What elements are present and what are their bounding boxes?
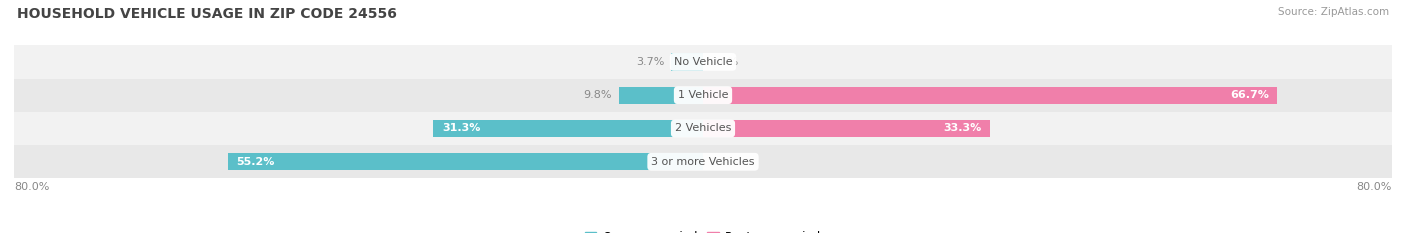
Bar bbox=[433, 120, 703, 137]
Bar bbox=[14, 145, 1392, 178]
Text: 31.3%: 31.3% bbox=[441, 123, 481, 134]
Text: 3.7%: 3.7% bbox=[636, 57, 664, 67]
Text: 0.0%: 0.0% bbox=[710, 157, 738, 167]
Text: 2 Vehicles: 2 Vehicles bbox=[675, 123, 731, 134]
Bar bbox=[228, 153, 703, 170]
Bar bbox=[14, 112, 1392, 145]
Text: No Vehicle: No Vehicle bbox=[673, 57, 733, 67]
Text: 33.3%: 33.3% bbox=[943, 123, 981, 134]
Text: 80.0%: 80.0% bbox=[1357, 182, 1392, 192]
Text: HOUSEHOLD VEHICLE USAGE IN ZIP CODE 24556: HOUSEHOLD VEHICLE USAGE IN ZIP CODE 2455… bbox=[17, 7, 396, 21]
Bar bbox=[619, 86, 703, 104]
Legend: Owner-occupied, Renter-occupied: Owner-occupied, Renter-occupied bbox=[579, 226, 827, 233]
Text: 80.0%: 80.0% bbox=[14, 182, 49, 192]
Text: 1 Vehicle: 1 Vehicle bbox=[678, 90, 728, 100]
Bar bbox=[671, 53, 703, 71]
Text: Source: ZipAtlas.com: Source: ZipAtlas.com bbox=[1278, 7, 1389, 17]
Text: 55.2%: 55.2% bbox=[236, 157, 274, 167]
Bar bbox=[14, 45, 1392, 79]
Text: 3 or more Vehicles: 3 or more Vehicles bbox=[651, 157, 755, 167]
Bar bbox=[703, 86, 1278, 104]
Text: 9.8%: 9.8% bbox=[583, 90, 612, 100]
Bar bbox=[703, 120, 990, 137]
Text: 66.7%: 66.7% bbox=[1230, 90, 1268, 100]
Bar bbox=[14, 79, 1392, 112]
Text: 0.0%: 0.0% bbox=[710, 57, 738, 67]
